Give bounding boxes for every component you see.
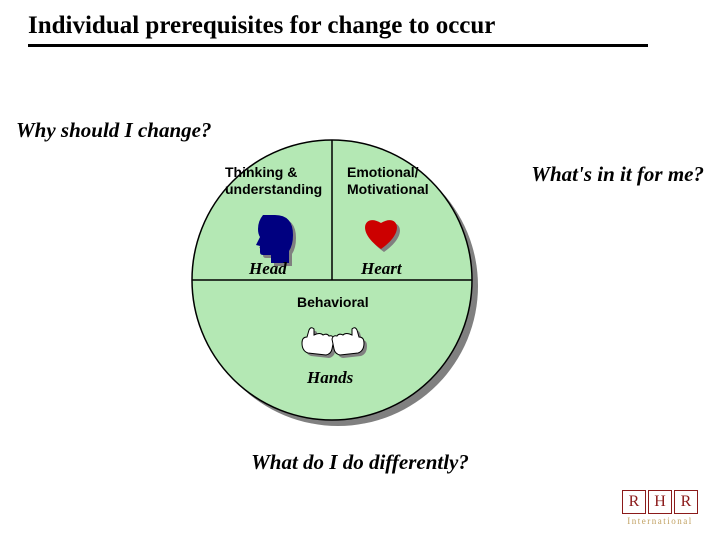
question-bottom: What do I do differently? xyxy=(0,450,720,475)
segment-topleft-label: Thinking & xyxy=(225,164,297,180)
question-right: What's in it for me? xyxy=(531,162,704,187)
segment-topleft-label2: understanding xyxy=(225,181,322,197)
logo-letter: R xyxy=(622,490,646,514)
segment-topleft-sublabel: Head xyxy=(248,259,287,278)
segment-topright-sublabel: Heart xyxy=(360,259,403,278)
logo: R H R International xyxy=(622,490,698,526)
page-title: Individual prerequisites for change to o… xyxy=(28,12,648,47)
segment-bottom-label: Behavioral xyxy=(297,294,369,310)
logo-subtitle: International xyxy=(622,516,698,526)
logo-letter: H xyxy=(648,490,672,514)
segment-topright-label: Emotional/ xyxy=(347,164,419,180)
segment-topright-label2: Motivational xyxy=(347,181,429,197)
segment-bottom-sublabel: Hands xyxy=(306,368,354,387)
pie-diagram: Thinking & understanding Head Emotional/… xyxy=(182,130,472,420)
logo-letter: R xyxy=(674,490,698,514)
